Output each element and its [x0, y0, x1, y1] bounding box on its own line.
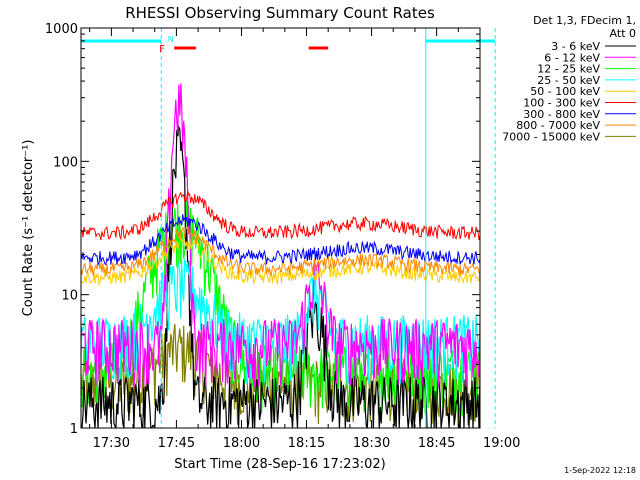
flare-flag-label: F	[159, 44, 165, 55]
night-flag-label: N	[168, 35, 174, 44]
legend-label: 300 - 800 keV	[523, 108, 600, 121]
timestamp-label: 1-Sep-2022 12:18	[564, 466, 636, 475]
x-tick-label: 17:45	[158, 436, 195, 451]
series-layer	[81, 83, 480, 428]
annotation-layer: NF	[81, 28, 496, 428]
y-tick-label: 100	[53, 155, 78, 170]
x-axis-label: Start Time (28-Sep-16 17:23:02)	[174, 457, 385, 472]
plot-frame	[80, 27, 481, 429]
y-tick-label: 10	[61, 289, 78, 304]
series-line-100-300keV	[81, 190, 480, 241]
chart-title: RHESSI Observing Summary Count Rates	[125, 4, 435, 22]
legend-label: 6 - 12 keV	[544, 51, 600, 64]
x-tick-label: 17:30	[93, 436, 130, 451]
legend-label: 50 - 100 keV	[530, 85, 600, 98]
series-line-3-6keV	[81, 124, 480, 428]
series-line-300-800keV	[81, 214, 480, 267]
legend-label: 100 - 300 keV	[523, 97, 600, 110]
legend-header-line-1: Det 1,3, FDecim 1,	[533, 14, 636, 27]
x-tick-label: 18:45	[418, 436, 455, 451]
series-line-6-12keV	[81, 83, 480, 389]
y-tick-label: 1000	[45, 22, 78, 37]
x-tick-label: 18:00	[223, 436, 260, 451]
legend-label: 800 - 7000 keV	[516, 119, 600, 132]
legend-label: 12 - 25 keV	[537, 63, 600, 76]
series-line-800-7000keV	[81, 226, 480, 277]
axes-layer: 17:30 17:45 18:00 18:15 18:30 18:45 19:00 1 10 10…	[45, 22, 521, 451]
y-tick-label: 1	[70, 422, 78, 437]
x-tick-label: 18:30	[353, 436, 390, 451]
legend-label: 25 - 50 keV	[537, 74, 600, 87]
y-axis-label: Count Rate (s⁻¹ detector⁻¹)	[21, 140, 36, 317]
legend-header-line-2: Att 0	[610, 27, 636, 40]
x-tick-label: 18:15	[288, 436, 325, 451]
legend-label: 3 - 6 keV	[551, 40, 600, 53]
x-tick-label: 19:00	[483, 436, 520, 451]
legend-label: 7000 - 15000 keV	[502, 130, 600, 143]
